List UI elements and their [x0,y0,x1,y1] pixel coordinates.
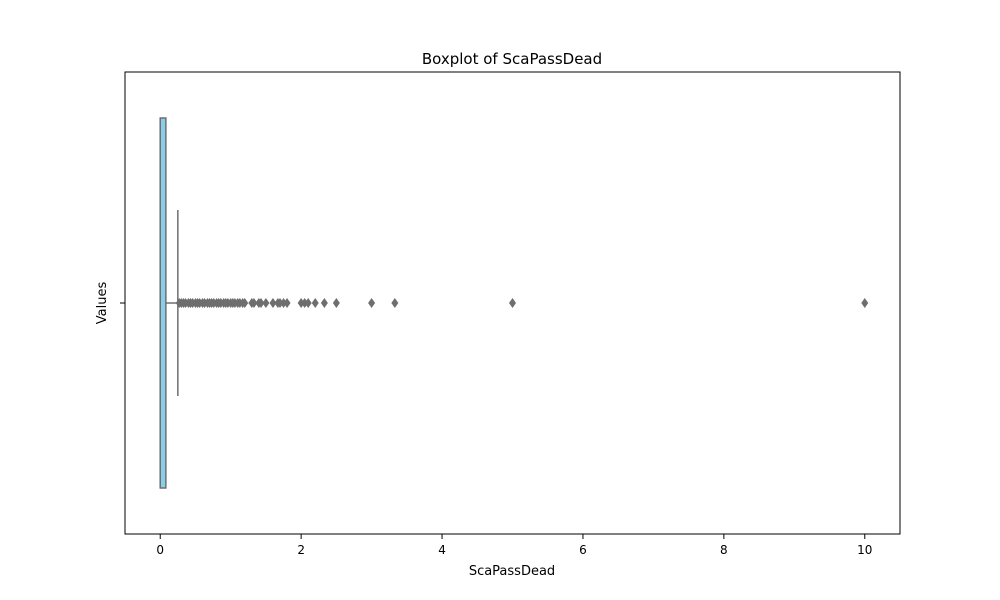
x-tick-label: 10 [857,543,872,557]
x-axis-ticks: 0 2 4 6 8 10 [156,534,872,557]
x-tick-label: 0 [156,543,164,557]
outlier-point [269,298,277,308]
outlier-point [368,298,376,308]
y-axis-label: Values [95,282,110,325]
outlier-point [280,298,288,308]
outlier-point [311,298,319,308]
x-tick-label: 4 [438,543,446,557]
chart-title: Boxplot of ScaPassDead [422,50,602,68]
outlier-points [175,298,869,308]
outlier-point [861,298,869,308]
outlier-point [262,298,270,308]
outlier-point [391,298,399,308]
outlier-point [241,298,249,308]
outlier-point [509,298,516,308]
outlier-point [320,298,328,308]
outlier-point [250,298,258,308]
x-tick-label: 6 [579,543,587,557]
x-tick-label: 8 [720,543,728,557]
x-axis-label: ScaPassDead [469,564,555,579]
outlier-point [297,298,305,308]
outlier-point [257,298,265,308]
outlier-point [332,298,340,308]
x-tick-label: 2 [297,543,305,557]
outlier-point [301,298,309,308]
outlier-point [276,298,284,308]
outlier-point [283,298,291,308]
box-group [159,117,179,489]
outlier-point [304,298,312,308]
iqr-box [159,117,167,489]
